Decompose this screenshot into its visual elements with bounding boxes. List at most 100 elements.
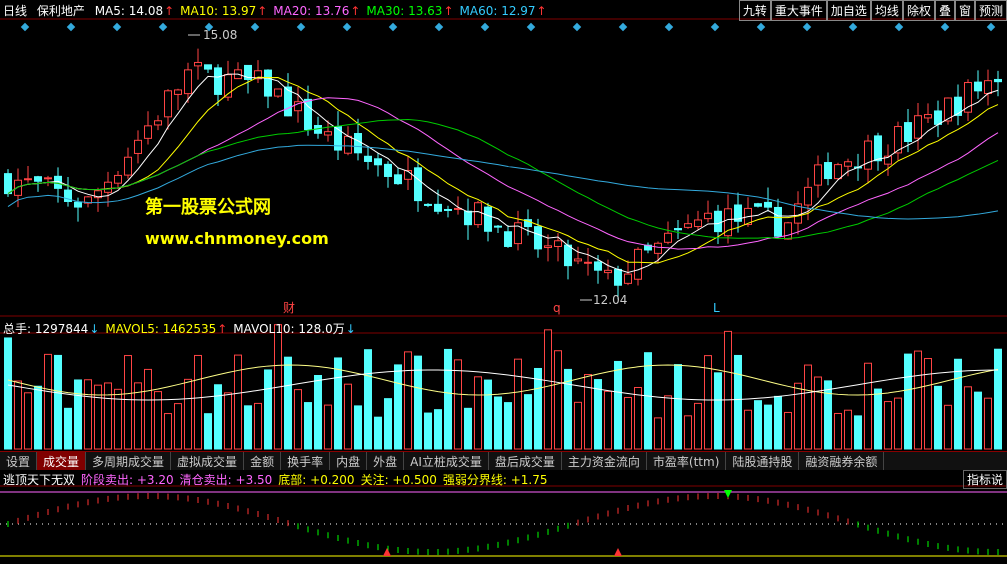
toolbar-button[interactable]: 重大事件 — [770, 0, 827, 21]
tab[interactable]: 盘后成交量 — [489, 452, 562, 470]
volume-bar — [794, 382, 802, 450]
tab[interactable]: 市盈率(ttm) — [647, 452, 727, 470]
tab[interactable]: 虚拟成交量 — [171, 452, 245, 470]
candle-body — [184, 69, 192, 95]
volume-bar — [204, 413, 212, 450]
volume-bar — [754, 400, 762, 450]
candle-body — [64, 189, 72, 202]
volume-bar — [44, 353, 52, 450]
candle-body — [564, 244, 572, 267]
candle-body — [174, 89, 182, 95]
volume-bar — [814, 376, 822, 450]
toolbar-button[interactable]: 加自选 — [826, 0, 871, 21]
candle-body — [714, 210, 722, 233]
q-label: q — [553, 301, 561, 315]
volume-bar — [144, 368, 152, 450]
volume-bar — [774, 395, 782, 450]
tab[interactable]: 成交量 — [37, 452, 87, 470]
event-marker — [848, 22, 858, 32]
volume-bar — [334, 357, 342, 450]
candle-body — [974, 81, 982, 92]
tabs: 设置 成交量 多周期成交量 虚拟成交量 金额 换手率 内盘 外盘 AI立桩成交量 盘后成交量 主力资… — [0, 451, 1007, 470]
candle-body — [74, 201, 82, 208]
candle-body — [114, 174, 122, 184]
volume-bar — [994, 348, 1002, 450]
candle-body — [264, 69, 272, 97]
event-marker — [342, 22, 352, 32]
volume-bar — [4, 337, 12, 450]
ma-arrow: ↑ — [350, 4, 361, 18]
volume-bar — [844, 409, 852, 450]
candle-body — [374, 158, 382, 166]
candle-body — [104, 181, 112, 193]
tab[interactable]: 陆股通持股 — [726, 452, 800, 470]
candle-body — [944, 97, 952, 122]
candle-body — [734, 204, 742, 222]
candle-body — [624, 273, 632, 284]
volume-bar — [354, 405, 362, 450]
ma-list: MA5: 14.08↑ MA10: 13.97↑ MA20: 13.76↑ MA30:… — [95, 4, 553, 18]
candle-body — [964, 82, 972, 113]
tab[interactable]: AI立桩成交量 — [404, 452, 489, 470]
tab[interactable]: 换手率 — [281, 452, 331, 470]
high-label: 15.08 — [203, 28, 237, 42]
toolbar-button[interactable]: 九转 — [738, 0, 771, 21]
toolbar-button[interactable]: 预测 — [974, 0, 1007, 21]
candle-body — [464, 210, 472, 226]
candle-body — [784, 222, 792, 240]
indicator-button[interactable]: 指标说 — [962, 470, 1007, 489]
candle-body — [844, 161, 852, 167]
tab[interactable]: 设置 — [0, 452, 38, 470]
indicator-param: 清仓卖出: +3.50 — [179, 473, 273, 487]
volume-bar — [114, 388, 122, 450]
candle-body — [354, 133, 362, 154]
candle-body — [654, 242, 662, 254]
toolbar-button[interactable]: 除权 — [902, 0, 935, 21]
tab[interactable]: 金额 — [244, 452, 282, 470]
candle-body — [604, 269, 612, 274]
toolbar-button[interactable]: 窗 — [954, 0, 975, 21]
volume-bar — [894, 397, 902, 450]
candle-body — [754, 203, 762, 207]
tab[interactable]: 内盘 — [330, 452, 368, 470]
tab[interactable]: 融资融券余额 — [799, 452, 885, 470]
candle-body — [594, 261, 602, 271]
candle-body — [904, 122, 912, 142]
candle-body — [4, 173, 12, 195]
toolbar-button[interactable]: 叠 — [934, 0, 955, 21]
candle-body — [814, 164, 822, 186]
cai-label: 财 — [283, 301, 295, 315]
volume-bar — [234, 354, 242, 450]
volume-bar — [764, 404, 772, 450]
volume-bar — [534, 367, 542, 450]
candle-body — [154, 120, 162, 126]
signal-up — [383, 548, 391, 556]
tab[interactable]: 主力资金流向 — [562, 452, 647, 470]
volume-bar — [624, 396, 632, 450]
volume-bar — [304, 402, 312, 450]
volume-bar — [164, 413, 172, 450]
candle-body — [684, 223, 692, 228]
event-marker — [296, 22, 306, 32]
candle-body — [164, 90, 172, 118]
signal-up — [614, 548, 622, 556]
candle-body — [484, 206, 492, 232]
vol-arrow: ↓ — [345, 322, 356, 336]
ma-value: MA60: 12.97 — [459, 4, 536, 18]
toolbar-button[interactable]: 均线 — [870, 0, 903, 21]
candle-body — [634, 248, 642, 280]
volume-bar — [594, 379, 602, 450]
candle-body — [14, 179, 22, 196]
tab[interactable]: 外盘 — [367, 452, 405, 470]
volume-bar — [214, 384, 222, 450]
tab[interactable]: 多周期成交量 — [86, 452, 172, 470]
candle-body — [294, 101, 302, 112]
volume-ma — [7, 369, 999, 401]
candle-body — [544, 245, 552, 249]
volume-bar — [574, 401, 582, 450]
vol-value: 总手: 1297844 — [3, 322, 89, 336]
candle-body — [584, 261, 592, 264]
volume-bar — [384, 398, 392, 450]
volume-bar — [914, 350, 922, 450]
ma-arrow: ↑ — [443, 4, 454, 18]
